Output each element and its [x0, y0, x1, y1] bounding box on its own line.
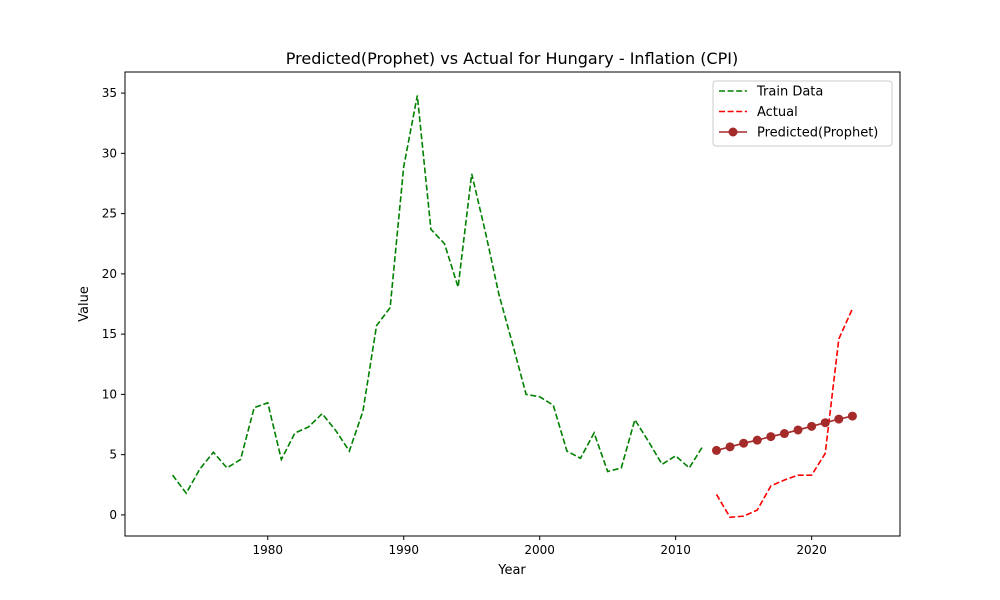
- data-point: [820, 418, 830, 428]
- y-tick-label: 35: [102, 86, 117, 100]
- data-point: [807, 421, 817, 431]
- y-tick-label: 30: [102, 146, 117, 160]
- plot-frame: [124, 71, 901, 537]
- data-point: [739, 438, 749, 448]
- data-point: [847, 411, 857, 421]
- legend-label: Actual: [757, 105, 798, 120]
- data-point: [752, 435, 762, 445]
- y-tick-label: 25: [102, 207, 117, 221]
- y-tick-label: 10: [102, 387, 117, 401]
- x-tick-label: 1990: [388, 543, 419, 557]
- data-point: [834, 414, 844, 424]
- x-tick-label: 1980: [252, 543, 283, 557]
- legend: Train Data Actual Predicted(Prophet): [712, 80, 893, 147]
- series-line-train-data: [171, 95, 704, 495]
- x-tick-label: 2020: [796, 543, 827, 557]
- y-tick-label: 0: [109, 508, 117, 522]
- legend-box: [712, 80, 893, 147]
- y-tick-label: 20: [102, 267, 117, 281]
- x-tick-label: 2000: [524, 543, 555, 557]
- legend-label: Predicted(Prophet): [757, 126, 878, 141]
- x-axis-title: Year: [497, 563, 526, 578]
- data-point: [766, 432, 776, 442]
- y-axis-title: Value: [77, 286, 92, 322]
- chart-title: Predicted(Prophet) vs Actual for Hungary…: [286, 49, 738, 68]
- series-line-actual: [715, 308, 854, 519]
- x-tick-label: 2010: [660, 543, 691, 557]
- legend-label: Train Data: [756, 85, 823, 100]
- data-point: [793, 425, 803, 435]
- y-tick-label: 15: [102, 327, 117, 341]
- data-point: [711, 445, 721, 455]
- legend-marker: [728, 127, 738, 137]
- y-tick-label: 5: [109, 448, 117, 462]
- data-point: [725, 442, 735, 452]
- data-point: [779, 429, 789, 439]
